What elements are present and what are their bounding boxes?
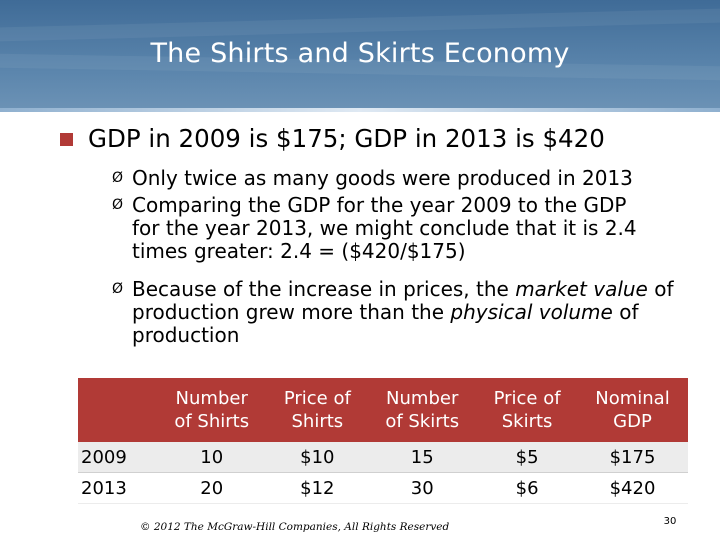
table-cell: 30 xyxy=(367,472,478,504)
sub-bullet-text-line: Because of the increase in prices, the m… xyxy=(132,278,702,301)
sub-bullet-text-line: Comparing the GDP for the year 2009 to t… xyxy=(132,193,627,217)
gdp-table: Number of Shirts Price of Shirts Number of … xyxy=(78,378,688,504)
sub-bullet-text: Only twice as many goods were produced i… xyxy=(132,166,633,190)
header-price-of-skirts: Price of Skirts xyxy=(477,378,577,442)
arrow-bullet-icon: Ø xyxy=(112,197,124,213)
banner-divider xyxy=(0,108,720,112)
table-cell: $6 xyxy=(477,472,577,504)
sub-bullet-text-line: production xyxy=(132,323,240,347)
table-cell: 15 xyxy=(367,442,478,473)
table-cell-year: 2009 xyxy=(78,442,156,473)
table-cell: 20 xyxy=(156,472,268,504)
sub-bullet-text-line: for the year 2013, we might conclude tha… xyxy=(132,216,637,240)
title-banner xyxy=(0,0,720,112)
sub-bullet-1: Ø Only twice as many goods were produced… xyxy=(112,167,702,190)
emphasis-market-value: market value xyxy=(515,277,648,301)
table-header-row: Number of Shirts Price of Shirts Number of … xyxy=(78,378,688,442)
slide-title: The Shirts and Skirts Economy xyxy=(150,38,570,69)
table-cell: $420 xyxy=(577,472,688,504)
table-cell: $10 xyxy=(267,442,368,473)
sub-bullet-2: Ø Comparing the GDP for the year 2009 to… xyxy=(112,194,702,263)
text-run: of xyxy=(612,300,639,324)
header-price-of-shirts: Price of Shirts xyxy=(267,378,368,442)
table-cell: $12 xyxy=(267,472,368,504)
sub-bullet-text-line: times greater: 2.4 = ($420/$175) xyxy=(132,239,466,263)
header-nominal-gdp: Nominal GDP xyxy=(577,378,688,442)
emphasis-physical-volume: physical volume xyxy=(450,300,613,324)
sub-bullet-text-line: production grew more than the physical v… xyxy=(132,301,702,324)
header-number-of-skirts: Number of Skirts xyxy=(367,378,478,442)
text-run: Because of the increase in prices, the xyxy=(132,277,516,301)
copyright-notice: © 2012 The McGraw-Hill Companies, All Ri… xyxy=(140,521,450,533)
sub-bullet-3: Ø Because of the increase in prices, the… xyxy=(112,278,702,347)
table-row: 2009 10 $10 15 $5 $175 xyxy=(78,442,688,473)
text-run: of xyxy=(647,277,674,301)
square-bullet-icon xyxy=(60,133,73,146)
header-number-of-shirts: Number of Shirts xyxy=(156,378,268,442)
page-number: 30 xyxy=(663,516,677,527)
main-bullet-text: GDP in 2009 is $175; GDP in 2013 is $420 xyxy=(88,124,605,153)
table-cell: $175 xyxy=(577,442,688,473)
table-row: 2013 20 $12 30 $6 $420 xyxy=(78,472,688,504)
arrow-bullet-icon: Ø xyxy=(112,281,124,297)
header-year xyxy=(78,378,156,442)
table-cell-year: 2013 xyxy=(78,472,156,504)
arrow-bullet-icon: Ø xyxy=(112,170,124,186)
table-cell: $5 xyxy=(477,442,577,473)
table-cell: 10 xyxy=(156,442,268,473)
text-run: production grew more than the xyxy=(132,300,451,324)
